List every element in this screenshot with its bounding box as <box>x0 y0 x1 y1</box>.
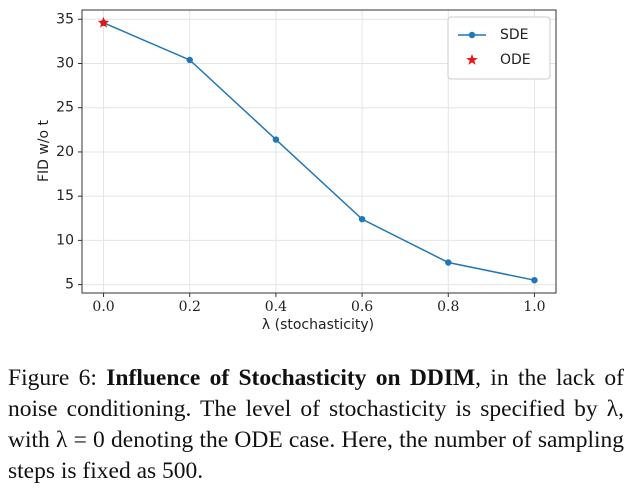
legend-label: SDE <box>500 27 529 43</box>
x-axis-label: λ (stochasticity) <box>262 317 374 333</box>
plot-frame <box>81 9 557 294</box>
y-tick-label: 10 <box>56 232 74 248</box>
y-tick-label: 15 <box>56 188 74 204</box>
chart: λ (stochasticity) FID w/o t 5 10 15 20 25 30 3… <box>36 9 557 333</box>
caption: Figure 6: Influence of Stochasticity on … <box>8 363 624 487</box>
y-tick-label: 5 <box>65 277 74 293</box>
x-tick-label: 0.8 <box>437 299 459 315</box>
y-axis-label: FID w/o t <box>36 119 52 182</box>
y-tick-label: 25 <box>56 100 74 116</box>
legend-box <box>447 16 551 80</box>
data-point <box>97 16 110 28</box>
legend-label: ODE <box>500 52 531 68</box>
caption-title: Influence of Stochasticity on DDIM <box>106 365 476 391</box>
x-tick-label: 0.4 <box>265 299 287 315</box>
caption-label: Figure 6: <box>8 365 97 391</box>
x-tick-label: 0.0 <box>92 299 114 315</box>
legend-marker <box>468 31 476 39</box>
series-line <box>103 22 535 281</box>
y-tick-label: 20 <box>56 144 74 160</box>
data-point <box>445 259 452 266</box>
y-tick-label: 30 <box>56 56 74 72</box>
y-tick-label: 35 <box>56 11 74 27</box>
data-point <box>358 215 366 223</box>
legend-marker <box>466 53 478 65</box>
data-point <box>186 56 193 64</box>
caption-text: , in the lack of noise conditioning. The… <box>8 365 625 484</box>
data-point <box>272 136 280 143</box>
data-point <box>531 276 538 284</box>
x-tick-label: 1.0 <box>523 299 545 315</box>
x-tick-label: 0.2 <box>179 299 201 315</box>
x-tick-label: 0.6 <box>351 299 373 315</box>
